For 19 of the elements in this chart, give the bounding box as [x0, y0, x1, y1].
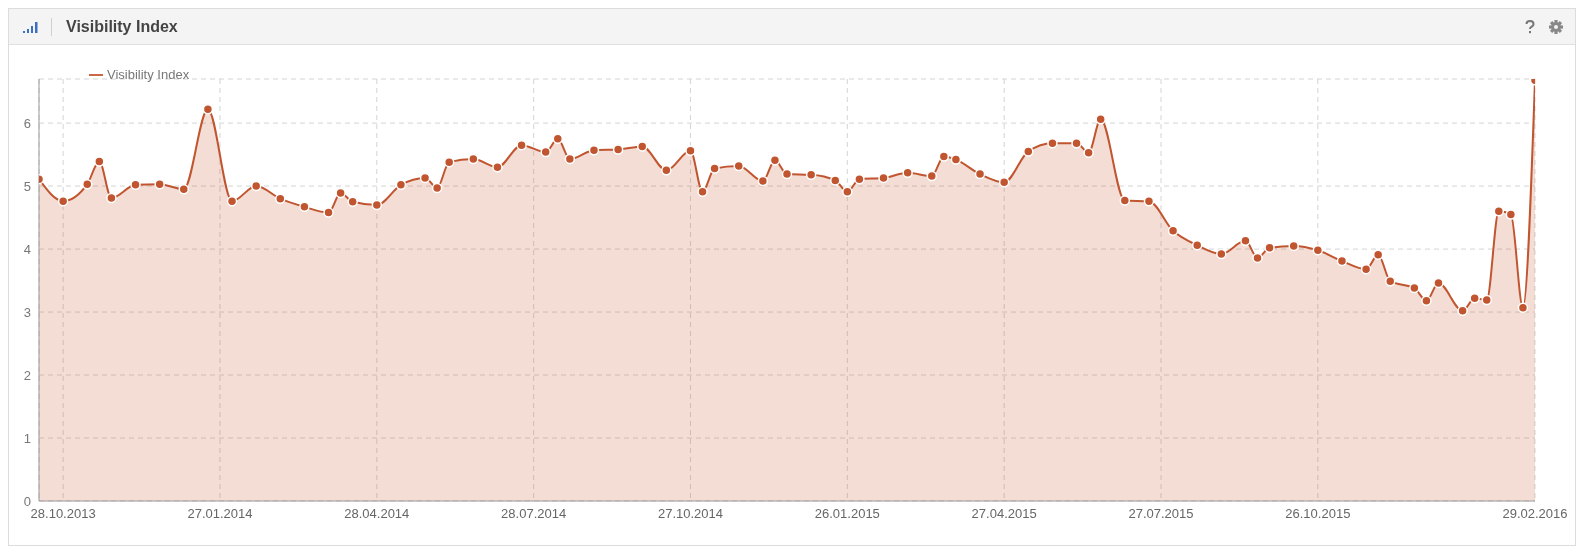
- chart-title: Visibility Index: [66, 17, 178, 36]
- x-tick-label: 27.04.2015: [971, 506, 1037, 522]
- legend-label: Visibility Index: [107, 67, 190, 82]
- x-tick-label: 28.07.2014: [501, 506, 567, 522]
- y-tick-label: 0: [23, 493, 31, 509]
- x-tick-label: 28.10.2013: [30, 506, 96, 522]
- x-tick-label: 26.01.2015: [814, 506, 880, 522]
- y-tick-label: 3: [23, 304, 31, 320]
- x-tick-label: 26.10.2015: [1285, 506, 1351, 522]
- x-tick-label: 29.02.2016: [1502, 506, 1568, 522]
- x-tick-label: 28.04.2014: [344, 506, 410, 522]
- y-tick-label: 2: [23, 367, 31, 383]
- x-tick-label: 27.10.2014: [657, 506, 724, 522]
- x-tick-label: 27.07.2015: [1128, 506, 1194, 522]
- y-tick-label: 5: [23, 178, 31, 194]
- y-tick-label: 4: [23, 241, 31, 257]
- x-tick-label: 27.01.2014: [187, 506, 253, 522]
- y-tick-label: 1: [23, 430, 31, 446]
- y-tick-label: 6: [23, 115, 31, 131]
